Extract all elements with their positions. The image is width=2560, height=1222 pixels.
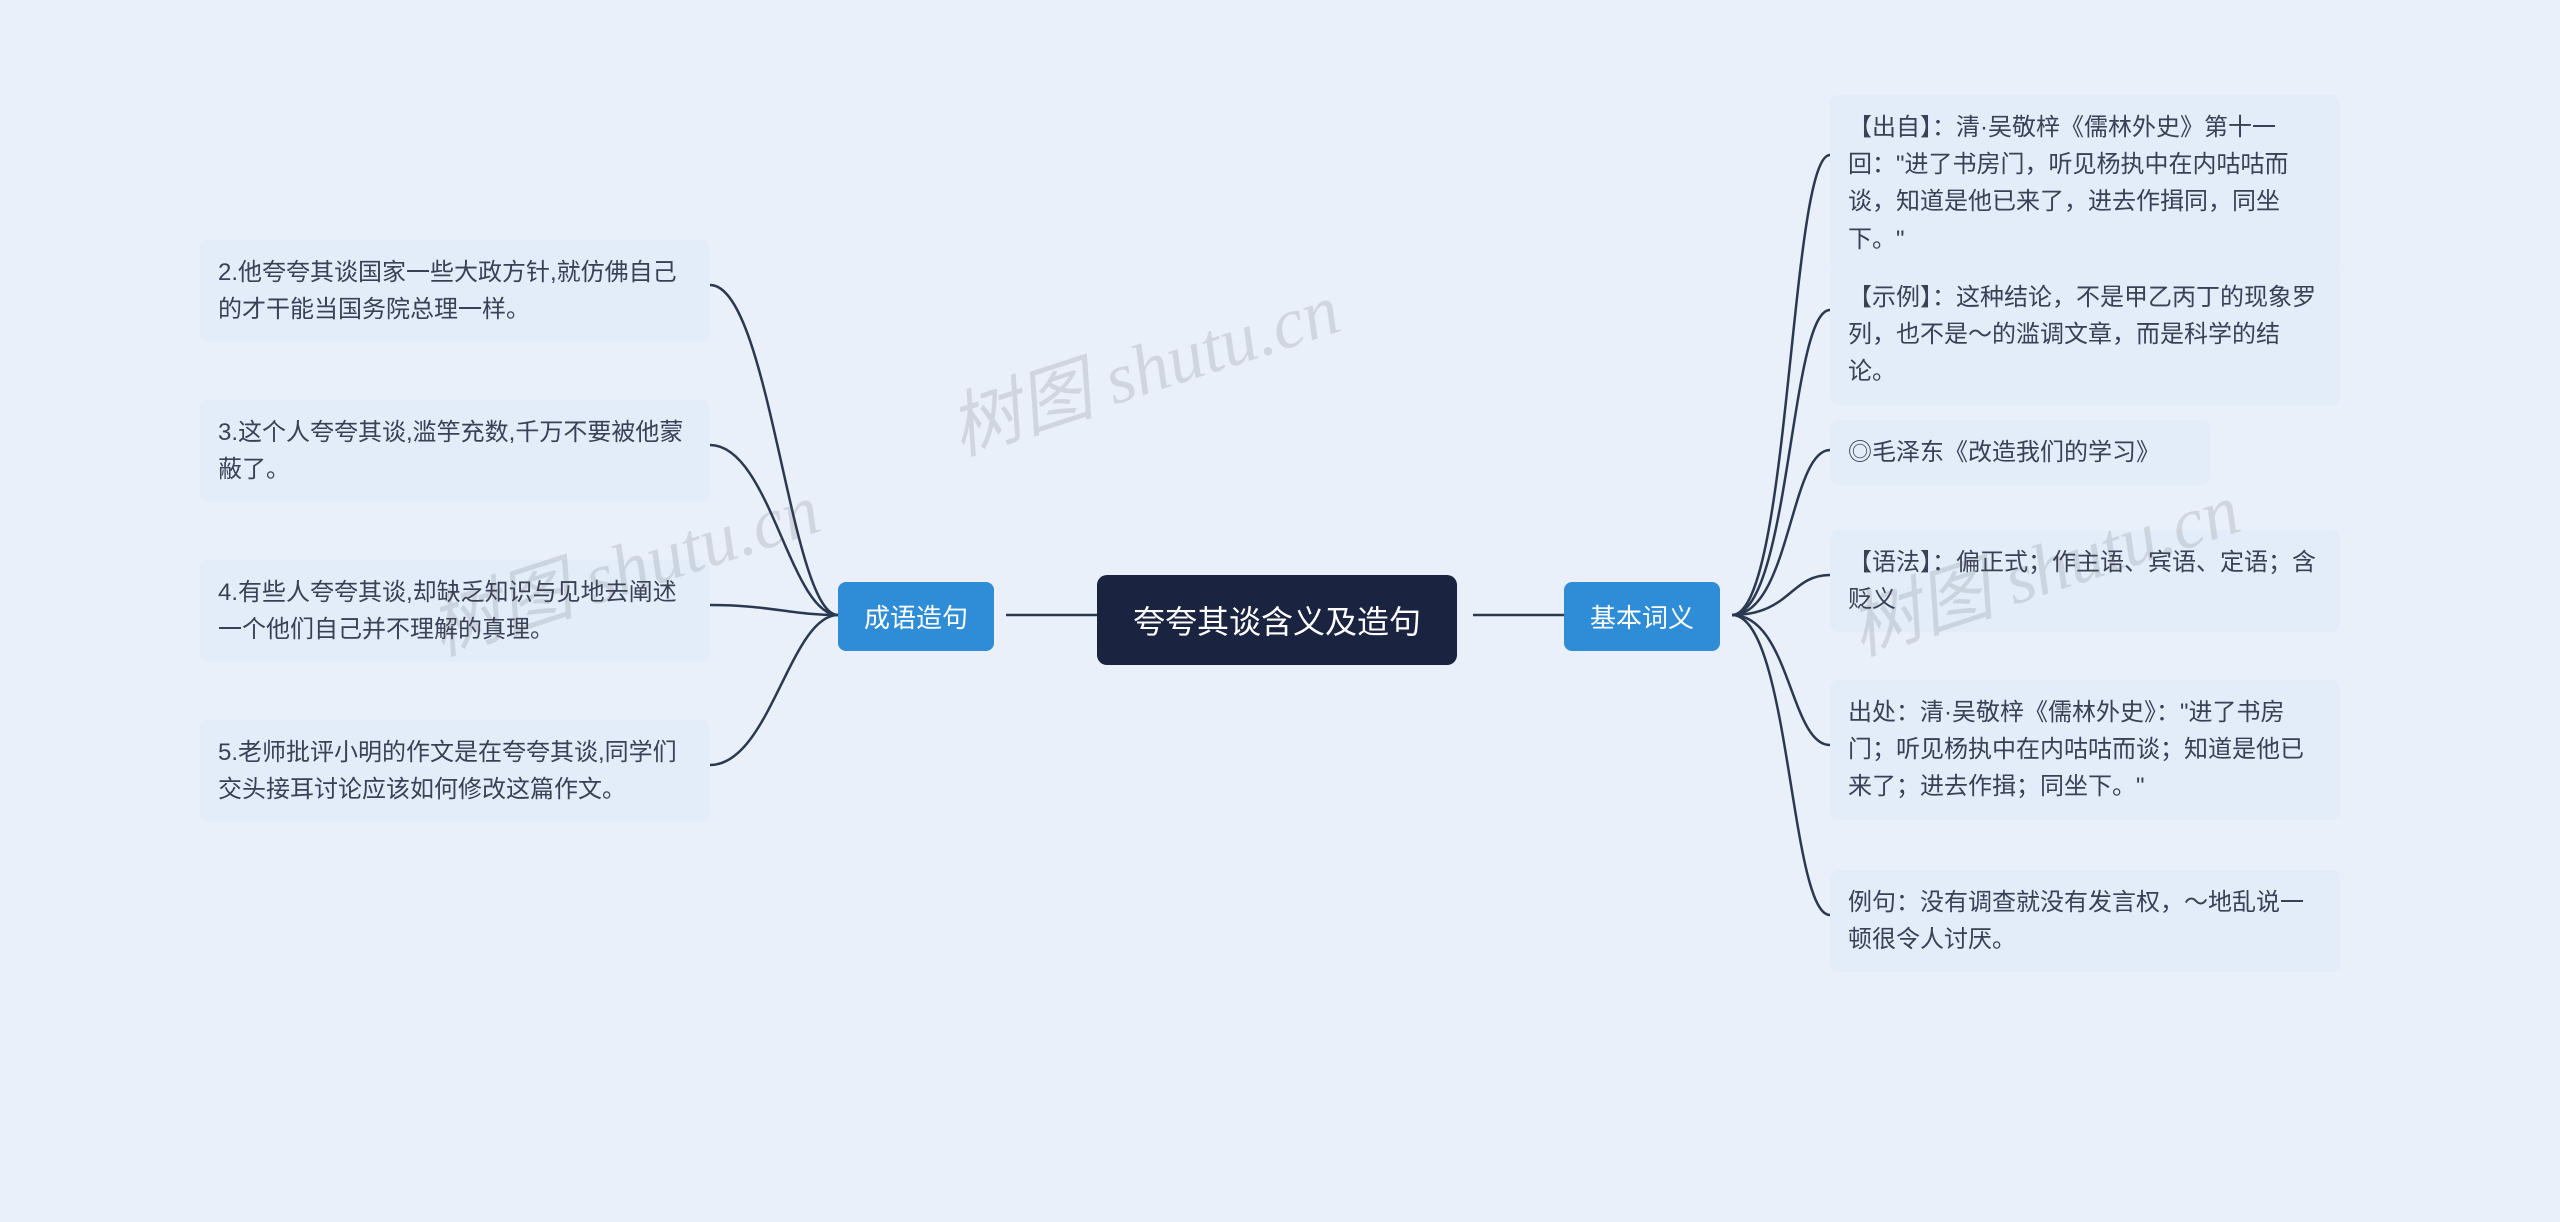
leaf-text: 【示例】：这种结论，不是甲乙丙丁的现象罗列，也不是～的滥调文章，而是科学的结论。 <box>1848 284 2316 385</box>
watermark: 树图 shutu.cn <box>934 250 1351 475</box>
right-leaf-5[interactable]: 例句：没有调查就没有发言权，～地乱说一顿很令人讨厌。 <box>1830 870 2340 972</box>
left-leaf-0[interactable]: 2.他夸夸其谈国家一些大政方针,就仿佛自己的才干能当国务院总理一样。 <box>200 240 710 342</box>
left-leaf-3[interactable]: 5.老师批评小明的作文是在夸夸其谈,同学们交头接耳讨论应该如何修改这篇作文。 <box>200 720 710 822</box>
right-leaf-2[interactable]: ◎毛泽东《改造我们的学习》 <box>1830 420 2210 485</box>
branch-right-label: 基本词义 <box>1590 603 1694 633</box>
right-leaf-4[interactable]: 出处：清·吴敬梓《儒林外史》："进了书房门；听见杨执中在内咕咕而谈；知道是他已来… <box>1830 680 2340 820</box>
root-label: 夸夸其谈含义及造句 <box>1133 604 1421 640</box>
left-leaf-2[interactable]: 4.有些人夸夸其谈,却缺乏知识与见地去阐述一个他们自己并不理解的真理。 <box>200 560 710 662</box>
leaf-text: 【语法】：偏正式；作主语、宾语、定语；含贬义 <box>1848 549 2316 613</box>
branch-left-label: 成语造句 <box>864 603 968 633</box>
leaf-text: 5.老师批评小明的作文是在夸夸其谈,同学们交头接耳讨论应该如何修改这篇作文。 <box>218 739 677 803</box>
branch-left[interactable]: 成语造句 <box>838 582 994 651</box>
leaf-text: ◎毛泽东《改造我们的学习》 <box>1848 439 2160 466</box>
branch-right[interactable]: 基本词义 <box>1564 582 1720 651</box>
leaf-text: 例句：没有调查就没有发言权，～地乱说一顿很令人讨厌。 <box>1848 889 2304 953</box>
leaf-text: 4.有些人夸夸其谈,却缺乏知识与见地去阐述一个他们自己并不理解的真理。 <box>218 579 677 643</box>
right-leaf-1[interactable]: 【示例】：这种结论，不是甲乙丙丁的现象罗列，也不是～的滥调文章，而是科学的结论。 <box>1830 265 2340 405</box>
leaf-text: 【出自】：清·吴敬梓《儒林外史》第十一回："进了书房门，听见杨执中在内咕咕而谈，… <box>1848 114 2289 253</box>
root-node[interactable]: 夸夸其谈含义及造句 <box>1097 575 1457 665</box>
leaf-text: 3.这个人夸夸其谈,滥竽充数,千万不要被他蒙蔽了。 <box>218 419 683 483</box>
right-leaf-3[interactable]: 【语法】：偏正式；作主语、宾语、定语；含贬义 <box>1830 530 2340 632</box>
left-leaf-1[interactable]: 3.这个人夸夸其谈,滥竽充数,千万不要被他蒙蔽了。 <box>200 400 710 502</box>
leaf-text: 2.他夸夸其谈国家一些大政方针,就仿佛自己的才干能当国务院总理一样。 <box>218 259 677 323</box>
right-leaf-0[interactable]: 【出自】：清·吴敬梓《儒林外史》第十一回："进了书房门，听见杨执中在内咕咕而谈，… <box>1830 95 2340 272</box>
leaf-text: 出处：清·吴敬梓《儒林外史》："进了书房门；听见杨执中在内咕咕而谈；知道是他已来… <box>1848 699 2304 800</box>
